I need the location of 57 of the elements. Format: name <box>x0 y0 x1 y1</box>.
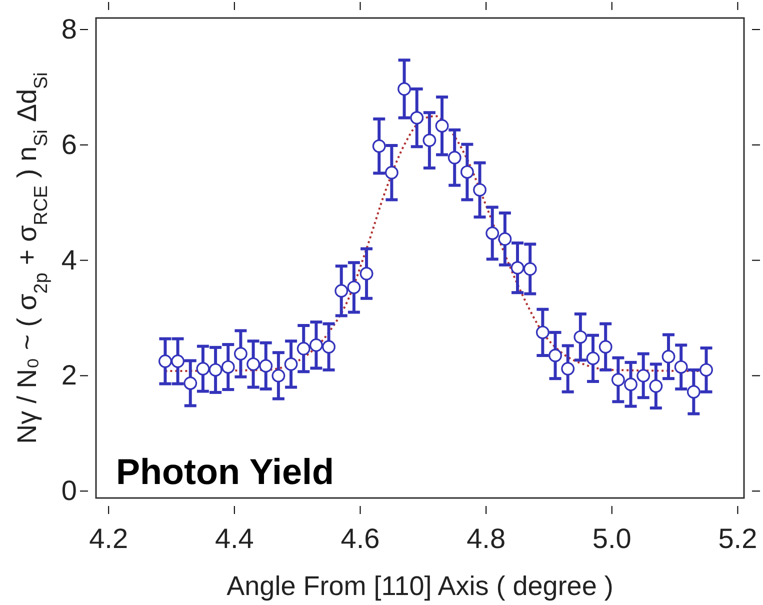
point <box>221 360 235 374</box>
point <box>460 165 474 179</box>
point <box>284 357 298 371</box>
point <box>347 280 361 294</box>
point <box>234 347 248 360</box>
point <box>435 119 449 133</box>
y-tick-label: 8 <box>61 14 77 44</box>
point <box>158 354 172 368</box>
point <box>700 363 713 377</box>
point <box>259 359 273 373</box>
point <box>384 166 398 180</box>
point <box>410 111 424 125</box>
point <box>598 340 612 354</box>
point <box>208 363 222 377</box>
point <box>246 357 260 371</box>
point <box>636 368 650 382</box>
point <box>486 226 500 240</box>
point <box>372 139 386 153</box>
point <box>536 326 550 340</box>
annotation: Photon Yield <box>116 451 334 492</box>
point <box>309 338 323 352</box>
point <box>196 362 210 376</box>
point <box>360 266 374 280</box>
x-axis-title: Angle From [110] Axis ( degree ) <box>226 571 614 601</box>
x-tick-label: 4.6 <box>340 522 380 554</box>
point <box>611 373 625 386</box>
point <box>334 284 348 298</box>
point <box>624 378 638 392</box>
y-tick-label: 0 <box>61 475 77 506</box>
point <box>548 348 562 362</box>
point <box>498 232 512 246</box>
y-tick-label: 6 <box>61 128 77 160</box>
point <box>272 368 286 382</box>
point <box>674 360 688 374</box>
x-tick-label: 4.8 <box>466 522 506 554</box>
point <box>296 342 310 356</box>
point <box>398 82 411 96</box>
point <box>184 376 198 390</box>
point <box>510 261 524 275</box>
point <box>662 350 676 364</box>
x-tick-label: 5.2 <box>718 522 758 554</box>
point <box>422 134 436 148</box>
x-tick-label: 5.0 <box>592 522 632 554</box>
point <box>322 340 336 354</box>
point <box>561 362 575 376</box>
point <box>171 354 185 368</box>
x-tick-label: 4.4 <box>214 522 254 554</box>
point <box>574 330 588 344</box>
point <box>523 262 537 276</box>
point <box>686 385 700 399</box>
point <box>586 352 600 366</box>
y-tick-label: 4 <box>61 244 77 276</box>
x-tick-label: 4.2 <box>89 522 128 554</box>
point <box>448 150 462 164</box>
y-tick-label: 2 <box>61 360 77 391</box>
point <box>649 379 663 393</box>
point <box>473 183 486 197</box>
